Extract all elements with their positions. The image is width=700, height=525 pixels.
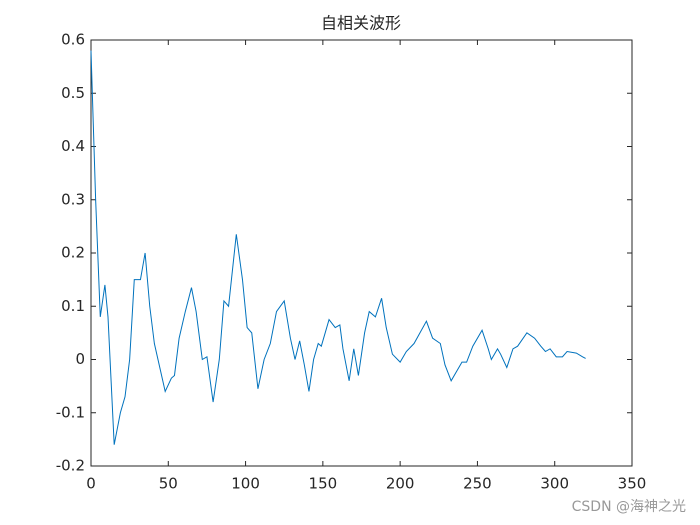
y-tick-label: 0.5 bbox=[61, 84, 85, 102]
x-tick-label: 300 bbox=[540, 475, 569, 493]
y-tick-label: 0.2 bbox=[61, 244, 85, 262]
y-tick-label: -0.1 bbox=[56, 403, 85, 421]
x-tick-label: 0 bbox=[86, 475, 96, 493]
x-tick-label: 50 bbox=[159, 475, 178, 493]
watermark: CSDN @海神之光 bbox=[572, 499, 686, 515]
x-tick-label: 250 bbox=[463, 475, 492, 493]
plot-area bbox=[90, 39, 633, 467]
x-tick-label: 150 bbox=[309, 475, 338, 493]
x-tick-label: 350 bbox=[618, 475, 647, 493]
y-tick-label: 0 bbox=[75, 350, 85, 368]
y-tick-label: 0.1 bbox=[61, 297, 85, 315]
y-tick-label: 0.4 bbox=[61, 137, 85, 155]
y-tick-label: -0.2 bbox=[56, 457, 85, 475]
y-tick-label: 0.6 bbox=[61, 31, 85, 49]
x-tick-label: 200 bbox=[386, 475, 415, 493]
y-tick-label: 0.3 bbox=[61, 190, 85, 208]
chart-title: 自相关波形 bbox=[321, 14, 401, 33]
data-line bbox=[90, 50, 586, 445]
x-tick-label: 100 bbox=[231, 475, 260, 493]
